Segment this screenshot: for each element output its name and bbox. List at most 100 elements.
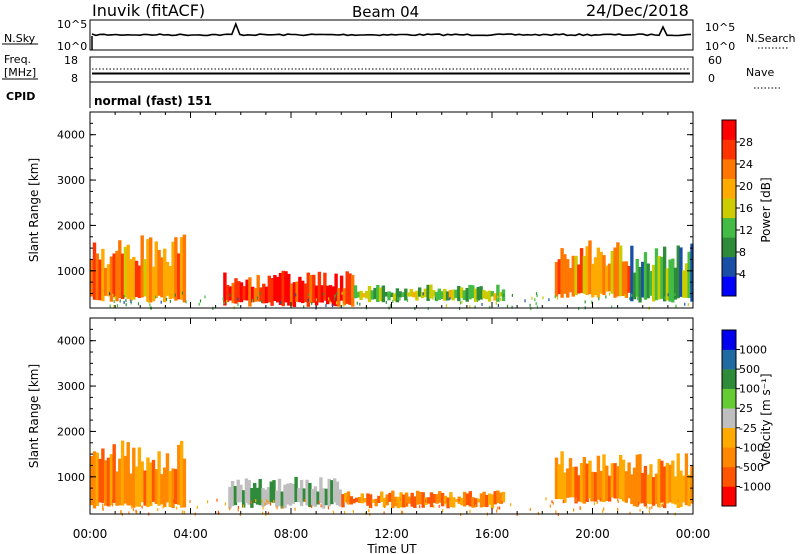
velocity-echo-cell [499, 492, 503, 504]
velocity-echo-cell [577, 475, 581, 502]
power-echo-cell [582, 255, 587, 294]
power-echo-cell [432, 290, 436, 297]
velocity-echo-cell [330, 480, 334, 505]
velocity-echo-cell [496, 490, 500, 503]
velocity-echo-cell [443, 495, 448, 505]
velocity-scatter-point [327, 506, 329, 510]
power-echo-cell [359, 290, 363, 300]
velocity-echo-cell [385, 494, 389, 506]
velocity-scatter-point [332, 510, 335, 514]
velocity-colorbar-label: 500 [739, 363, 760, 376]
velocity-scatter-point [497, 506, 499, 510]
velocity-scatter-point [267, 511, 269, 515]
power-scatter-point [307, 298, 309, 302]
power-echo-cell [687, 251, 691, 298]
velocity-echo-cell [663, 466, 667, 509]
velocity-echo-cell [388, 492, 392, 502]
power-scatter-point [664, 296, 666, 300]
power-echo-cell [434, 291, 439, 302]
velocity-echo-cell [349, 496, 353, 505]
power-colorbar-label: 12 [739, 224, 753, 237]
power-echo-cell [168, 266, 172, 300]
velocity-echo-cell [327, 478, 331, 507]
velocity-scatter-point [158, 502, 160, 506]
power-echo-cell [679, 247, 683, 297]
power-echo-cell [485, 291, 489, 300]
power-echo-cell [151, 266, 156, 302]
power-echo-cell [585, 246, 589, 295]
velocity-echo-cell [129, 473, 133, 506]
power-echo-cell [395, 288, 400, 303]
velocity-colorbar-segment [722, 330, 736, 350]
power-colorbar-label: 8 [739, 246, 746, 259]
velocity-scatter-point [445, 502, 447, 506]
velocity-scatter-point [651, 505, 653, 509]
velocity-echo-cell [352, 498, 356, 504]
power-scatter-point [503, 293, 505, 297]
power-echo-cell [289, 283, 294, 306]
velocity-scatter-point [345, 499, 347, 503]
velocity-echo-cell [638, 454, 642, 504]
velocity-echo-cell [429, 492, 434, 508]
power-panel: 1000 2000 3000 4000 [57, 111, 694, 311]
velocity-scatter-point [368, 508, 370, 512]
velocity-echo-cell [316, 491, 320, 505]
power-echo-cell [323, 272, 327, 301]
time-tick-label: 12:00 [374, 527, 409, 541]
freq-label: Freq. [4, 53, 31, 66]
velocity-echo-cell [355, 497, 359, 503]
velocity-echo-cell [140, 461, 144, 503]
power-echo-cell [440, 291, 444, 299]
power-scatter-point [181, 291, 183, 295]
velocity-scatter-point [255, 499, 257, 503]
nsky-panel-frame [89, 19, 694, 51]
velocity-scatter-point [128, 511, 130, 515]
power-ytick-label: 3000 [57, 174, 85, 187]
power-echo-cell [281, 270, 285, 307]
velocity-echo-cell [690, 465, 694, 504]
velocity-scatter-point [141, 505, 143, 509]
velocity-scatter-point [599, 497, 601, 501]
velocity-scatter-point [103, 500, 105, 504]
velocity-echo-cell [566, 468, 570, 498]
freq-panel-frame [89, 56, 694, 83]
velocity-scatter-point [162, 505, 164, 509]
velocity-echo-cell [671, 460, 675, 504]
power-echo-cell [367, 286, 372, 303]
power-colorbar-label: 28 [739, 136, 753, 149]
power-echo-cell [256, 275, 260, 302]
velocity-echo-cell [630, 474, 634, 505]
velocity-echo-cell [269, 481, 273, 503]
power-scatter-point [237, 303, 239, 307]
velocity-echo-cell [313, 486, 318, 507]
velocity-echo-cell [247, 480, 251, 505]
power-echo-cell [499, 292, 503, 297]
power-echo-cell [101, 248, 105, 302]
velocity-colorbar-segment [722, 427, 736, 448]
power-echo-cell [426, 284, 430, 301]
power-scatter-point [261, 300, 263, 304]
velocity-echo-cell [610, 463, 614, 498]
power-echo-cell [437, 288, 441, 300]
velocity-echo-cell [174, 469, 178, 504]
velocity-echo-cell [366, 493, 370, 506]
velocity-echo-cell [115, 471, 119, 506]
velocity-scatter-point [207, 500, 209, 504]
velocity-scatter-point [250, 500, 253, 504]
power-echo-cell [278, 272, 283, 305]
power-scatter-point [556, 296, 558, 300]
power-scatter-point [148, 300, 150, 304]
velocity-scatter-point [482, 503, 484, 507]
velocity-scatter-point [383, 511, 385, 515]
power-echo-cell [112, 253, 116, 298]
velocity-echo-cell [454, 499, 459, 502]
velocity-echo-cell [413, 496, 417, 508]
power-scatter-point [328, 297, 330, 301]
power-scatter-point [112, 293, 114, 297]
power-scatter-point [356, 301, 358, 305]
time-tick-label: 04:00 [173, 527, 208, 541]
power-scatter-point [501, 292, 503, 296]
velocity-echo-cell [613, 463, 617, 499]
power-echo-cell [406, 292, 411, 297]
velocity-colorbar-label: -100 [739, 441, 764, 454]
